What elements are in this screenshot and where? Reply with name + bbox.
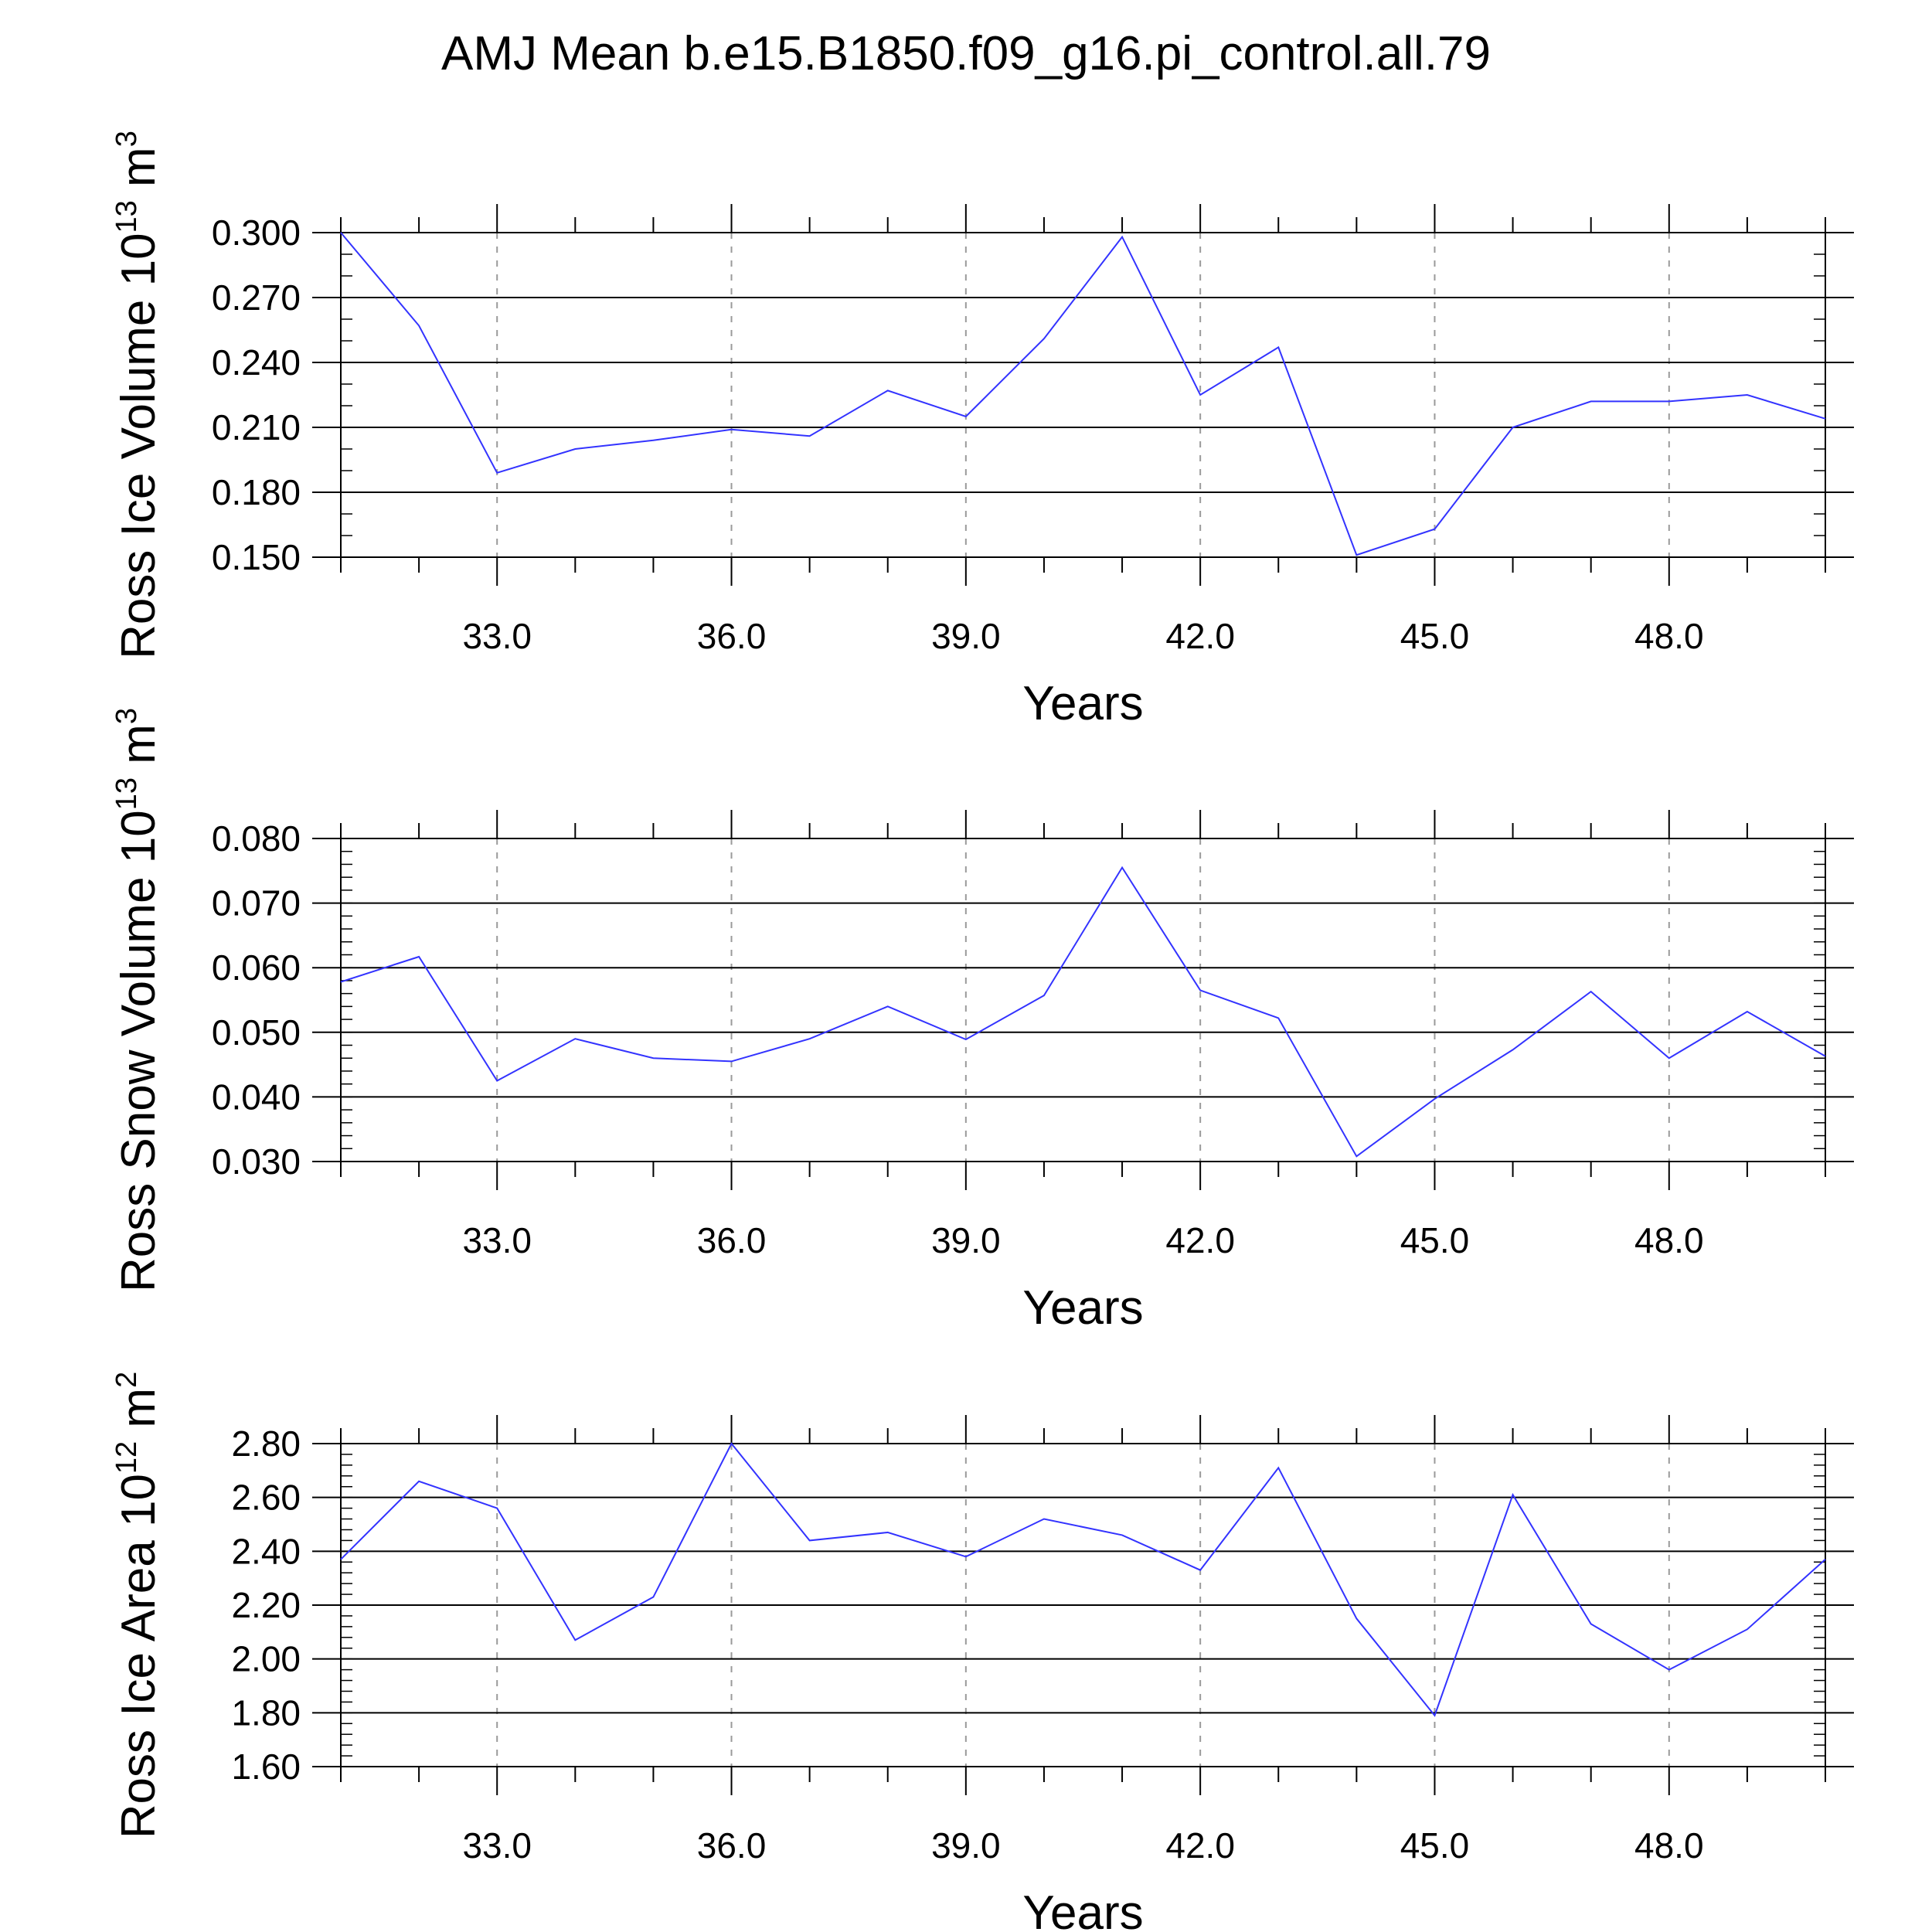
- x-tick-label: 33.0: [462, 1220, 532, 1260]
- x-tick-label: 45.0: [1400, 1825, 1470, 1866]
- x-tick-label: 36.0: [697, 1220, 767, 1260]
- x-tick-label: 48.0: [1634, 1220, 1704, 1260]
- panels: 0.150 0.180 0.210 0.240 0.270 0.300 33.0 36.0 39…: [111, 131, 1854, 1932]
- panel-1: 0.150 0.180 0.210 0.240 0.270 0.300 33.0 36.0 39…: [111, 131, 1854, 730]
- y-tick-label: 2.20: [231, 1585, 301, 1625]
- y-tick-label: 2.40: [231, 1531, 301, 1571]
- y-axis-label-text: m: [112, 147, 165, 200]
- y-tick-label: 0.150: [212, 537, 301, 577]
- plot-frame: [340, 1443, 1826, 1767]
- panel-3: 1.60 1.80 2.00 2.20 2.40 2.60 2.80 33.0 36.0 39.0…: [111, 1372, 1854, 1932]
- y-tick-label: 0.240: [212, 342, 301, 383]
- x-axis-label: Years: [1022, 1281, 1143, 1335]
- y-axis-label-superscript: 13: [111, 777, 143, 810]
- y-axis-label-text: m: [112, 724, 165, 777]
- y-tick-label: 1.80: [231, 1692, 301, 1733]
- y-tick-label: 0.040: [212, 1077, 301, 1117]
- y-tick-label: 1.60: [231, 1747, 301, 1787]
- y-tick-label: 0.210: [212, 407, 301, 447]
- data-line: [340, 866, 1826, 1158]
- y-tick-label: 0.080: [212, 818, 301, 859]
- x-tick-label: 45.0: [1400, 1220, 1470, 1260]
- y-axis-label: Ross Ice Area 1012 m2: [111, 1372, 165, 1838]
- y-tick-label: 0.060: [212, 947, 301, 988]
- x-tick-label: 39.0: [931, 1825, 1001, 1866]
- y-axis-label-superscript: 2: [111, 1372, 143, 1388]
- y-tick-label: 0.300: [212, 213, 301, 253]
- panel-2: 0.030 0.040 0.050 0.060 0.070 0.080 33.0 36.0 39…: [111, 708, 1854, 1335]
- y-axis-label-superscript: 12: [111, 1441, 143, 1474]
- x-tick-label: 45.0: [1400, 616, 1470, 656]
- y-axis-label-text: Ross Ice Volume 10: [112, 233, 165, 658]
- x-tick-label: 33.0: [462, 616, 532, 656]
- x-axis-label: Years: [1022, 677, 1143, 730]
- x-tick-label: 42.0: [1165, 616, 1235, 656]
- y-tick-label: 2.00: [231, 1639, 301, 1679]
- x-tick-label: 33.0: [462, 1825, 532, 1866]
- x-tick-label: 48.0: [1634, 616, 1704, 656]
- y-tick-label: 0.180: [212, 472, 301, 512]
- y-axis-label: Ross Snow Volume 1013 m3: [111, 708, 165, 1292]
- plot-frame: [340, 838, 1826, 1162]
- y-tick-label: 0.030: [212, 1141, 301, 1182]
- x-tick-label: 48.0: [1634, 1825, 1704, 1866]
- y-tick-label: 0.270: [212, 277, 301, 318]
- x-tick-label: 42.0: [1165, 1220, 1235, 1260]
- x-axis-label: Years: [1022, 1886, 1143, 1932]
- y-tick-label: 2.60: [231, 1478, 301, 1518]
- data-line: [340, 232, 1826, 556]
- y-axis-label-superscript: 13: [111, 200, 143, 233]
- y-tick-label: 0.070: [212, 883, 301, 923]
- x-tick-label: 39.0: [931, 616, 1001, 656]
- x-tick-label: 36.0: [697, 616, 767, 656]
- y-axis-label-superscript: 3: [111, 131, 143, 147]
- y-tick-label: 2.80: [231, 1423, 301, 1464]
- y-axis-label-text: Ross Ice Area 10: [112, 1474, 165, 1838]
- x-tick-label: 42.0: [1165, 1825, 1235, 1866]
- chart-title: AMJ Mean b.e15.B1850.f09_g16.pi_control.…: [441, 27, 1491, 80]
- y-axis-label: Ross Ice Volume 1013 m3: [111, 131, 165, 659]
- y-tick-label: 0.050: [212, 1012, 301, 1053]
- data-line: [340, 1442, 1826, 1717]
- x-tick-label: 39.0: [931, 1220, 1001, 1260]
- y-axis-label-text: m: [112, 1388, 165, 1441]
- y-axis-label-text: Ross Snow Volume 10: [112, 810, 165, 1292]
- plot-frame: [340, 232, 1826, 558]
- y-axis-label-superscript: 3: [111, 708, 143, 724]
- x-tick-label: 36.0: [697, 1825, 767, 1866]
